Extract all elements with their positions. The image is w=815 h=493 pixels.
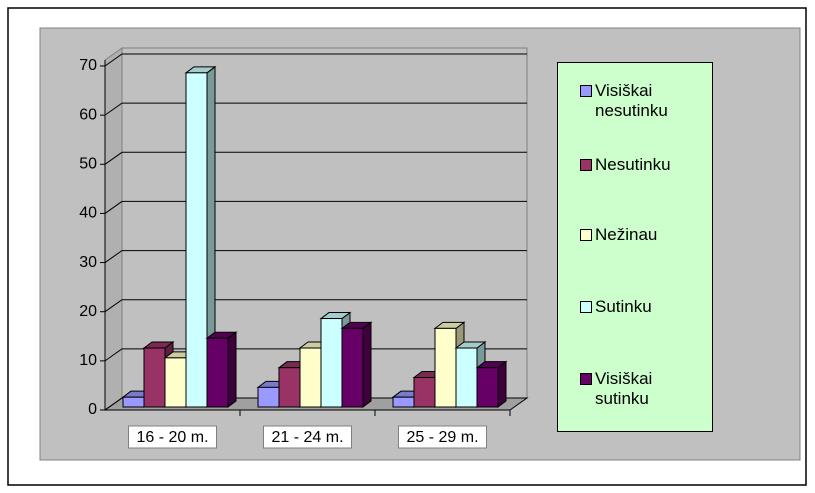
bar-front (164, 357, 187, 408)
legend-label: Sutinku (595, 297, 652, 316)
grid-line (104, 348, 527, 362)
bar-front (122, 396, 145, 408)
bar-front (341, 327, 364, 408)
y-tick-label: 60 (79, 106, 97, 123)
legend-entry: Nesutinku (580, 155, 698, 175)
y-tick-label: 20 (79, 303, 97, 320)
x-tick-label: 21 - 24 m. (271, 429, 343, 446)
y-tick-label: 40 (79, 205, 97, 222)
legend-entry: Visiškai sutinku (580, 369, 698, 409)
bar-front (476, 367, 499, 408)
legend-entry: Sutinku (580, 297, 698, 317)
bar-front (143, 347, 166, 408)
bar (340, 321, 373, 408)
x-tick-label: 25 - 29 m. (406, 429, 478, 446)
plot: 0 10 20 30 40 50 60 70 16 - 20 m. 21 - 24 m. 25 - … (79, 47, 529, 449)
bar (205, 331, 238, 408)
bar-side (227, 331, 237, 408)
x-label-box (263, 425, 352, 449)
grid-line (104, 299, 527, 313)
legend-label: Nesutinku (595, 155, 671, 174)
bar-front (320, 318, 343, 408)
side-wall (104, 47, 123, 411)
legend-label: Visiškai sutinku (595, 369, 653, 408)
grid-line (104, 397, 527, 411)
grid-line (104, 250, 527, 263)
grid-line (104, 53, 527, 67)
x-tick-label: 16 - 20 m. (136, 429, 208, 446)
legend-swatch (580, 301, 592, 313)
bar-front (392, 396, 415, 408)
y-tick-label: 50 (79, 156, 97, 173)
y-tick-label: 10 (79, 352, 97, 369)
x-label-box (128, 425, 217, 449)
y-tick-label: 70 (79, 57, 97, 74)
bar-side (362, 321, 372, 408)
legend-swatch (580, 85, 592, 97)
legend-swatch (580, 229, 592, 241)
y-tick-label: 30 (79, 254, 97, 271)
grid-line (104, 102, 527, 116)
bar-side (497, 360, 507, 408)
legend-entry: Visiškai nesutinku (580, 81, 698, 121)
legend-label: Visiškai nesutinku (595, 81, 668, 120)
legend-entry: Nežinau (580, 225, 698, 245)
legend-swatch (580, 373, 592, 385)
grid-line (104, 200, 527, 214)
bar-front (455, 347, 478, 408)
bar-front (257, 386, 280, 408)
bar-front (206, 337, 229, 408)
legend-label: Nežinau (595, 225, 658, 244)
y-tick-label: 0 (88, 401, 97, 418)
legend-swatch (580, 159, 592, 171)
bar-front (278, 367, 301, 408)
bar (475, 360, 508, 408)
bar-front (185, 72, 208, 408)
bar-front (299, 347, 322, 408)
x-label-box (398, 425, 487, 449)
bar-front (434, 327, 457, 408)
bar-front (413, 377, 436, 408)
grid-line (104, 151, 527, 165)
legend: Visiškai nesutinku Nesutinku Nežinau Sutink… (557, 62, 713, 432)
